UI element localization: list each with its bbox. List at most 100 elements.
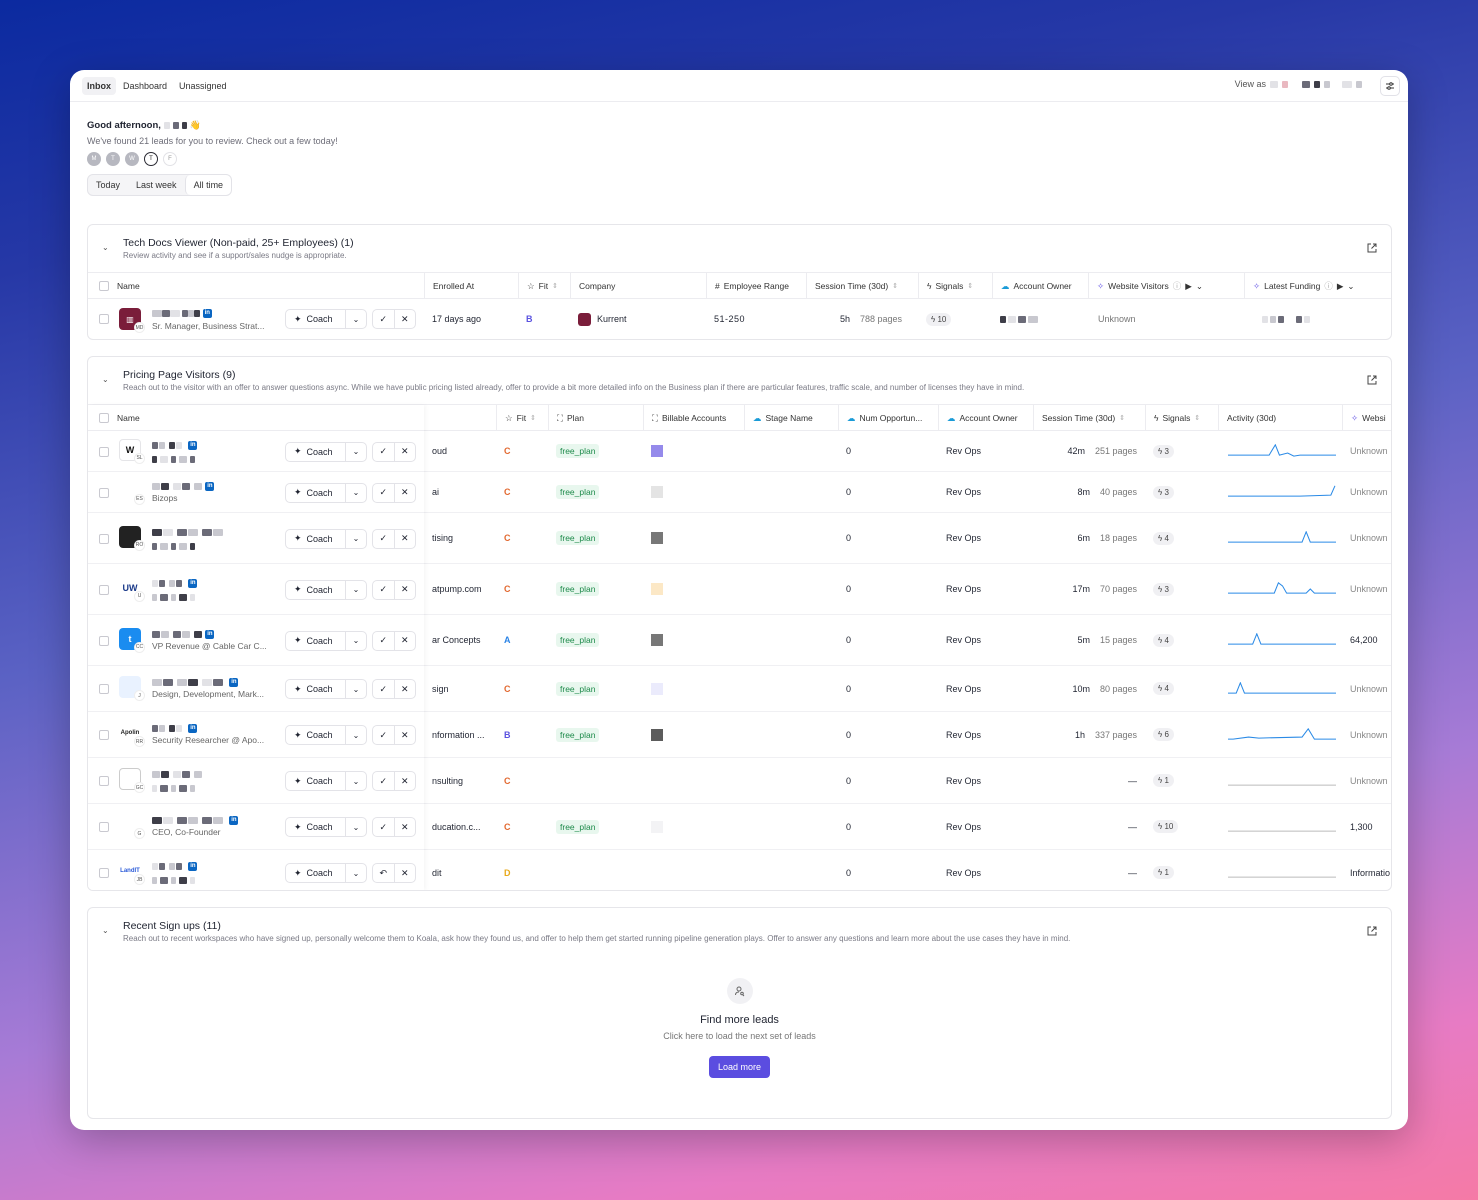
dismiss-icon[interactable]: ✕: [400, 487, 409, 497]
signals-cell[interactable]: ϟ 1: [1145, 850, 1174, 890]
table-row-name[interactable]: Apolin RR in Security Researcher @ Apo... ✦…: [88, 712, 424, 758]
play-icon[interactable]: ▶: [1336, 280, 1344, 291]
coach-button[interactable]: ✦ Coach ⌄: [285, 817, 367, 837]
signals-cell[interactable]: ϟ 3: [1145, 564, 1174, 614]
dismiss-icon[interactable]: ✕: [400, 821, 409, 832]
select-all-checkbox[interactable]: [99, 413, 109, 423]
linkedin-icon[interactable]: in: [229, 816, 239, 826]
approve-icon[interactable]: ✓: [373, 631, 395, 650]
table-row[interactable]: dit D 0 Rev Ops — ϟ 1 Informatio: [88, 850, 1391, 890]
approve-icon[interactable]: ✓: [373, 483, 395, 502]
range-today[interactable]: Today: [96, 180, 121, 190]
col-plan[interactable]: ⛶ Plan: [548, 405, 643, 431]
lead-name[interactable]: in: [152, 481, 215, 491]
signals-cell[interactable]: ϟ 6: [1145, 712, 1174, 757]
lead-name[interactable]: in: [152, 578, 198, 588]
dismiss-icon[interactable]: ✕: [400, 584, 409, 594]
col-website-visitors[interactable]: ✧ Website Visitors ⓘ ▶ ⌄: [1088, 273, 1244, 299]
coach-button[interactable]: ✦ Coach ⌄: [285, 630, 367, 651]
col-name[interactable]: Name: [109, 273, 140, 299]
col-opps[interactable]: ☁ Num Opportun...: [838, 405, 938, 431]
linkedin-icon[interactable]: in: [205, 481, 215, 491]
col-fit[interactable]: ☆ Fit ⇕: [518, 273, 570, 299]
signals-cell[interactable]: ϟ 4: [1145, 615, 1174, 665]
linkedin-icon[interactable]: in: [188, 724, 198, 734]
table-row-name[interactable]: G in CEO, Co-Founder ✦ Coach ⌄ ✓ ✕: [88, 804, 424, 850]
row-checkbox[interactable]: [99, 684, 109, 694]
row-checkbox[interactable]: [99, 868, 109, 878]
load-more-button[interactable]: Load more: [708, 1056, 771, 1078]
dismiss-icon[interactable]: ✕: [400, 635, 409, 645]
chevron-down-icon[interactable]: ⌄: [1347, 280, 1355, 291]
row-checkbox[interactable]: [99, 730, 109, 740]
approve-icon[interactable]: ✓: [373, 529, 395, 548]
lead-name[interactable]: in: [152, 861, 198, 872]
empty-subtitle[interactable]: Click here to load the next set of leads: [663, 1031, 816, 1041]
chevron-down-icon[interactable]: ⌄: [352, 730, 360, 740]
range-last-week[interactable]: Last week: [136, 180, 177, 190]
col-name[interactable]: Name: [109, 405, 140, 431]
table-row[interactable]: ▥ MD in Sr. Manager, Business Strat... ✦…: [88, 299, 1391, 339]
tab-dashboard[interactable]: Dashboard: [123, 80, 168, 91]
lead-name[interactable]: in: [152, 629, 215, 639]
coach-button[interactable]: ✦ Coach ⌄: [285, 528, 367, 549]
approve-icon[interactable]: ✓: [373, 580, 395, 599]
table-row-name[interactable]: UW U in ✦ Coach ⌄ ✓ ✕: [88, 564, 424, 615]
range-all-time[interactable]: All time: [184, 175, 232, 195]
lead-name[interactable]: [152, 769, 203, 779]
col-stage[interactable]: ☁ Stage Name: [744, 405, 838, 431]
chevron-down-icon[interactable]: ⌄: [352, 822, 360, 832]
row-checkbox[interactable]: [99, 822, 109, 832]
table-row-name[interactable]: W SL in ✦ Coach ⌄ ✓ ✕: [88, 431, 424, 472]
view-as-selector[interactable]: View as: [1235, 79, 1362, 89]
col-company[interactable]: Company: [570, 273, 706, 299]
col-enrolled[interactable]: Enrolled At: [424, 273, 518, 299]
col-session[interactable]: Session Time (30d) ⇕: [1033, 405, 1145, 431]
col-signals[interactable]: ϟ Signals ⇕: [918, 273, 992, 299]
coach-button[interactable]: ✦ Coach ⌄: [285, 441, 367, 462]
lead-name[interactable]: [152, 527, 227, 537]
row-checkbox[interactable]: [99, 487, 109, 498]
undo-icon[interactable]: ↶: [373, 864, 395, 882]
section-header[interactable]: ⌄ Tech Docs Viewer (Non-paid, 25+ Employ…: [88, 225, 1391, 273]
lead-name[interactable]: in: [152, 723, 198, 734]
approve-icon[interactable]: ✓: [373, 680, 395, 698]
section-header[interactable]: ⌄ Pricing Page Visitors (9) Reach out to…: [88, 357, 1391, 405]
coach-button[interactable]: ✦ Coach ⌄: [285, 579, 367, 600]
row-checkbox[interactable]: [99, 446, 109, 457]
lead-name[interactable]: in: [152, 308, 212, 319]
dismiss-icon[interactable]: ✕: [400, 775, 409, 786]
approve-icon[interactable]: ✓: [373, 772, 395, 790]
linkedin-icon[interactable]: in: [202, 309, 212, 319]
col-account-owner[interactable]: ☁ Account Owner: [938, 405, 1033, 431]
chevron-down-icon[interactable]: ⌄: [102, 926, 109, 935]
external-link-icon[interactable]: [1367, 375, 1377, 385]
table-row-name[interactable]: GC ✦ Coach ⌄ ✓ ✕: [88, 758, 424, 804]
signals-cell[interactable]: ϟ 3: [1145, 431, 1174, 471]
chevron-down-icon[interactable]: ⌄: [352, 314, 360, 324]
coach-button[interactable]: ✦ Coach ⌄: [285, 863, 367, 883]
chevron-down-icon[interactable]: ⌄: [352, 868, 360, 878]
linkedin-icon[interactable]: in: [229, 678, 239, 688]
table-row-name[interactable]: J in Design, Development, Mark... ✦ Coach ⌄ ✓…: [88, 666, 424, 712]
row-checkbox[interactable]: [99, 533, 109, 544]
table-row[interactable]: nsulting C 0 Rev Ops — ϟ 1 Unknown: [88, 758, 1391, 804]
dismiss-icon[interactable]: ✕: [400, 729, 409, 740]
external-link-icon[interactable]: [1367, 243, 1377, 253]
signals-cell[interactable]: ϟ 10: [918, 299, 952, 339]
signals-cell[interactable]: ϟ 10: [1145, 804, 1179, 849]
lead-name[interactable]: in: [152, 815, 239, 826]
row-checkbox[interactable]: [99, 776, 109, 786]
approve-icon[interactable]: ✓: [373, 310, 395, 328]
signals-cell[interactable]: ϟ 4: [1145, 666, 1174, 711]
dismiss-icon[interactable]: ✕: [400, 446, 409, 456]
linkedin-icon[interactable]: in: [188, 578, 198, 588]
chevron-down-icon[interactable]: ⌄: [352, 776, 360, 786]
